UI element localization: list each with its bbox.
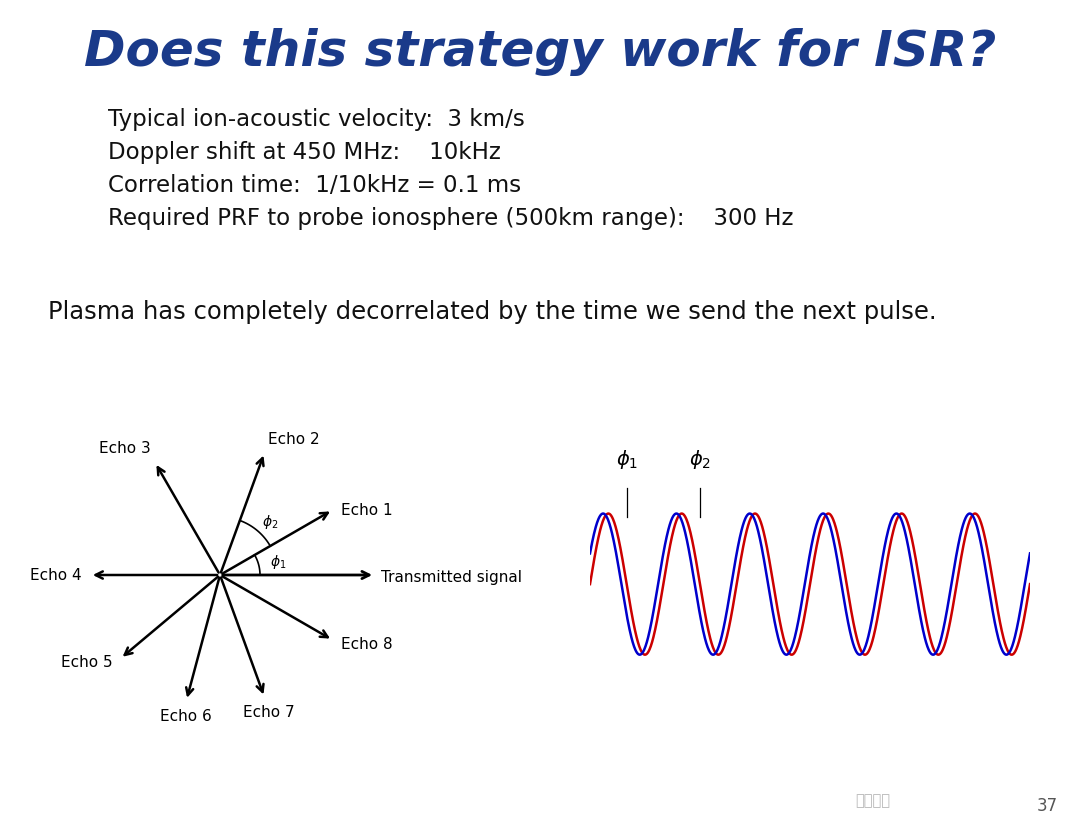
Text: Plasma has completely decorrelated by the time we send the next pulse.: Plasma has completely decorrelated by th… (48, 300, 936, 324)
Text: Echo 7: Echo 7 (243, 706, 294, 720)
Text: $\phi_2$: $\phi_2$ (689, 448, 711, 471)
Text: $\phi_1$: $\phi_1$ (270, 553, 286, 571)
Text: Echo 6: Echo 6 (161, 709, 213, 724)
Text: Transmitted signal: Transmitted signal (381, 569, 522, 584)
Text: 时沿科技: 时沿科技 (855, 793, 890, 808)
Text: Echo 4: Echo 4 (30, 568, 82, 583)
Text: Echo 2: Echo 2 (269, 432, 320, 447)
Text: $\phi_2$: $\phi_2$ (262, 514, 279, 531)
Text: Doppler shift at 450 MHz:    10kHz: Doppler shift at 450 MHz: 10kHz (108, 141, 501, 164)
Text: Required PRF to probe ionosphere (500km range):    300 Hz: Required PRF to probe ionosphere (500km … (108, 207, 794, 230)
Text: Echo 1: Echo 1 (340, 502, 392, 517)
Text: Does this strategy work for ISR?: Does this strategy work for ISR? (84, 28, 996, 76)
Text: Echo 5: Echo 5 (60, 655, 112, 670)
Text: Typical ion-acoustic velocity:  3 km/s: Typical ion-acoustic velocity: 3 km/s (108, 108, 525, 131)
Text: 37: 37 (1037, 797, 1058, 815)
Text: $\phi_1$: $\phi_1$ (616, 448, 638, 471)
Text: Echo 3: Echo 3 (99, 442, 151, 456)
Text: Correlation time:  1/10kHz = 0.1 ms: Correlation time: 1/10kHz = 0.1 ms (108, 174, 522, 197)
Text: Echo 8: Echo 8 (340, 637, 392, 652)
